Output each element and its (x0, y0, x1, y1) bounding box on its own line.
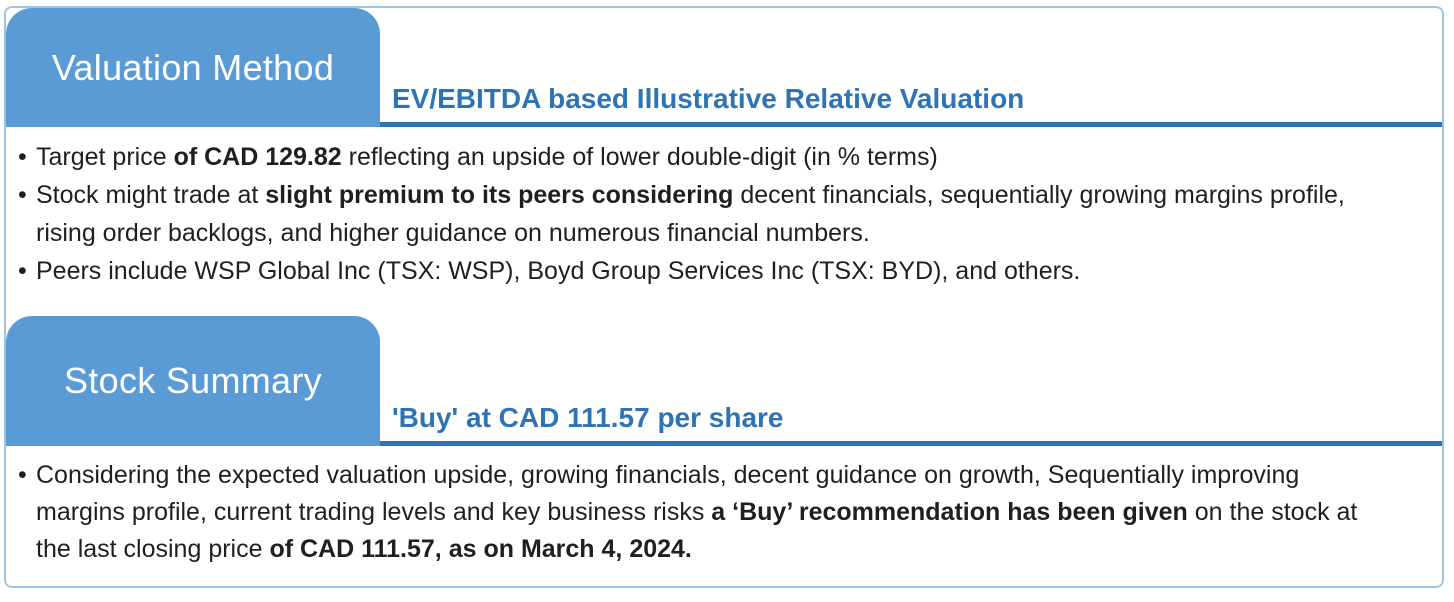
stock-summary-tab-label: Stock Summary (64, 360, 322, 401)
stock-summary-header-row: Stock Summary 'Buy' at CAD 111.57 per sh… (6, 316, 1442, 446)
report-frame: Valuation Method EV/EBITDA based Illustr… (4, 6, 1444, 588)
valuation-method-tab-label: Valuation Method (51, 46, 335, 88)
valuation-method-heading: EV/EBITDA based Illustrative Relative Va… (392, 83, 1025, 114)
bullet-buy-recommendation: Considering the expected valuation upsid… (6, 457, 1358, 568)
bullet-peer-list: Peers include WSP Global Inc (TSX: WSP),… (6, 252, 1358, 290)
stock-summary-heading: 'Buy' at CAD 111.57 per share (392, 402, 784, 433)
bullet-peer-premium: Stock might trade at slight premium to i… (6, 176, 1358, 252)
section-valuation-method: Valuation Method EV/EBITDA based Illustr… (6, 8, 1442, 290)
stock-summary-tab: Stock Summary (6, 316, 380, 446)
bullet-target-price: Target price of CAD 129.82 reflecting an… (6, 138, 1358, 176)
valuation-method-bullet-list: Target price of CAD 129.82 reflecting an… (6, 127, 1442, 290)
stock-summary-bullet-list: Considering the expected valuation upsid… (6, 446, 1442, 568)
section-stock-summary: Stock Summary 'Buy' at CAD 111.57 per sh… (6, 316, 1442, 568)
valuation-method-header-row: Valuation Method EV/EBITDA based Illustr… (6, 8, 1442, 127)
valuation-method-tab: Valuation Method (6, 8, 380, 127)
